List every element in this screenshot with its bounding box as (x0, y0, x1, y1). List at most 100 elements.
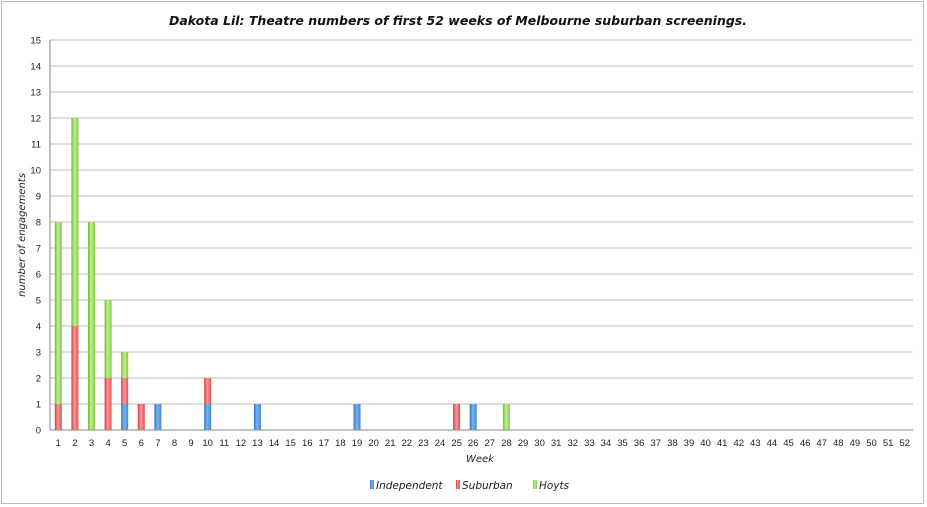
x-tick-label: 52 (899, 438, 910, 449)
y-tick-label: 3 (36, 348, 41, 359)
legend-label-suburban: Suburban (462, 480, 513, 492)
x-tick-label: 13 (252, 438, 263, 449)
x-tick-label: 5 (122, 438, 127, 449)
legend: Independent Suburban Hoyts (370, 480, 570, 492)
y-tick-label: 15 (30, 36, 41, 47)
x-tick-label: 44 (767, 438, 778, 449)
x-tick-label: 15 (285, 438, 296, 449)
gridlines (50, 39, 913, 405)
x-tick-label: 36 (634, 438, 645, 449)
x-tick-label: 29 (518, 438, 529, 449)
y-tick-label: 11 (31, 140, 41, 151)
bar-hoyts-week-4 (104, 300, 112, 378)
bar-independent-week-19 (353, 404, 361, 430)
x-tick-label: 3 (89, 438, 94, 449)
x-axis-label: Week (466, 454, 495, 465)
x-tick-label: 41 (717, 438, 728, 449)
bar-independent-week-5 (121, 404, 129, 430)
x-tick-label: 27 (485, 438, 496, 449)
x-tick-label: 16 (302, 438, 313, 449)
x-tick-label: 26 (468, 438, 479, 449)
y-tick-label: 6 (36, 270, 41, 281)
x-tick-label: 20 (368, 438, 379, 449)
x-tick-label: 37 (650, 438, 661, 449)
x-tick-label: 24 (435, 438, 446, 449)
bar-suburban-week-2 (71, 326, 79, 430)
x-tick-label: 31 (551, 438, 562, 449)
y-tick-label: 9 (36, 192, 41, 203)
y-tick-label: 14 (30, 62, 41, 73)
bar-hoyts-week-1 (54, 222, 62, 404)
bar-suburban-week-10 (204, 378, 212, 404)
y-tick-label: 0 (36, 426, 41, 437)
y-tick-label: 1 (36, 400, 41, 411)
x-tick-label: 30 (534, 438, 545, 449)
bar-suburban-week-1 (54, 404, 62, 430)
x-tick-label: 38 (667, 438, 678, 449)
bar-independent-week-13 (253, 404, 261, 430)
x-tick-label: 6 (139, 438, 144, 449)
x-tick-label: 11 (219, 438, 229, 449)
y-tick-label: 2 (36, 374, 41, 385)
x-tick-label: 9 (188, 438, 193, 449)
legend-label-hoyts: Hoyts (539, 480, 570, 492)
x-tick-label: 1 (56, 438, 61, 449)
x-tick-label: 39 (684, 438, 695, 449)
x-tick-label: 51 (883, 438, 894, 449)
x-tick-label: 2 (72, 438, 77, 449)
bar-hoyts-week-5 (121, 352, 129, 378)
y-tick-label: 10 (30, 166, 41, 177)
x-tick-label: 33 (584, 438, 595, 449)
y-tick-label: 5 (36, 296, 41, 307)
x-tick-label: 40 (700, 438, 711, 449)
y-axis-label: number of engagements (17, 173, 28, 297)
x-tick-label: 32 (567, 438, 578, 449)
y-tick-label: 8 (36, 218, 41, 229)
legend-swatch-independent (370, 480, 374, 489)
y-tick-label: 13 (30, 88, 41, 99)
legend-label-independent: Independent (376, 480, 443, 492)
x-tick-label: 17 (319, 438, 330, 449)
x-tick-label: 4 (105, 438, 110, 449)
bars (54, 118, 510, 430)
x-tick-label: 19 (352, 438, 363, 449)
x-tick-label: 35 (617, 438, 628, 449)
x-tick-label: 43 (750, 438, 761, 449)
legend-swatch-suburban (456, 480, 460, 489)
x-tick-label: 22 (402, 438, 413, 449)
y-tick-label: 12 (30, 114, 41, 125)
bar-suburban-week-6 (137, 404, 145, 430)
y-tick-label: 7 (36, 244, 41, 255)
y-tick-label: 4 (36, 322, 41, 333)
bar-hoyts-week-3 (87, 222, 95, 430)
legend-swatch-hoyts (533, 480, 537, 489)
x-tick-labels: 1 2 3 4 5 6 7 8 9 10 11 12 13 14 15 16 17 18 19 20 21 22 23 24 2… (56, 438, 910, 449)
x-tick-label: 14 (269, 438, 280, 449)
bar-hoyts-week-28 (502, 404, 510, 430)
x-tick-label: 25 (451, 438, 462, 449)
bar-suburban-week-25 (453, 404, 461, 430)
x-tick-label: 10 (202, 438, 213, 449)
bar-independent-week-26 (469, 404, 477, 430)
x-tick-label: 8 (172, 438, 177, 449)
x-tick-label: 45 (783, 438, 794, 449)
x-tick-label: 48 (833, 438, 844, 449)
bar-suburban-week-5 (121, 378, 129, 404)
x-tick-label: 49 (850, 438, 861, 449)
bar-hoyts-week-2 (71, 118, 79, 326)
x-tick-label: 34 (601, 438, 612, 449)
x-tick-label: 50 (866, 438, 877, 449)
x-tick-label: 12 (236, 438, 247, 449)
chart-title: Dakota Lil: Theatre numbers of first 52 … (169, 13, 747, 28)
x-tick-label: 42 (733, 438, 744, 449)
bar-independent-week-10 (204, 404, 212, 430)
x-tick-label: 7 (155, 438, 160, 449)
bar-independent-week-7 (154, 404, 162, 430)
x-tick-label: 21 (385, 438, 396, 449)
bar-suburban-week-4 (104, 378, 112, 430)
x-tick-label: 28 (501, 438, 512, 449)
x-tick-label: 18 (335, 438, 346, 449)
x-tick-label: 23 (418, 438, 429, 449)
